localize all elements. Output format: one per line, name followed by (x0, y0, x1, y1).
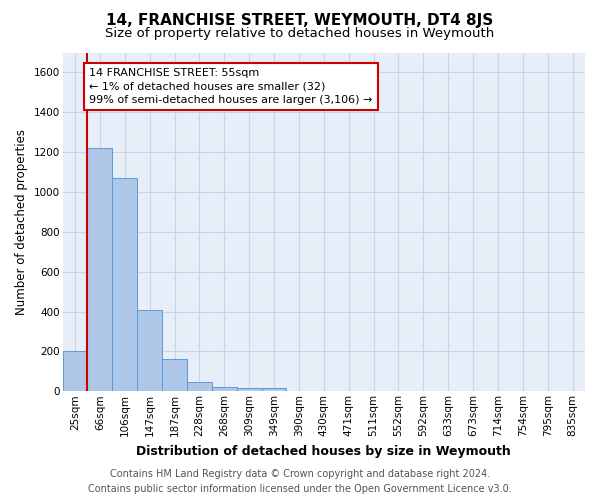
X-axis label: Distribution of detached houses by size in Weymouth: Distribution of detached houses by size … (136, 444, 511, 458)
Text: 14, FRANCHISE STREET, WEYMOUTH, DT4 8JS: 14, FRANCHISE STREET, WEYMOUTH, DT4 8JS (106, 12, 494, 28)
Bar (212, 387, 237, 392)
Bar (137, 310, 162, 392)
Text: 14 FRANCHISE STREET: 55sqm
← 1% of detached houses are smaller (32)
99% of semi-: 14 FRANCHISE STREET: 55sqm ← 1% of detac… (89, 68, 373, 105)
Y-axis label: Number of detached properties: Number of detached properties (15, 129, 28, 315)
Bar (88, 148, 112, 392)
Bar (237, 388, 262, 392)
Bar (112, 178, 137, 392)
Bar (62, 352, 88, 392)
Bar (187, 382, 212, 392)
Bar (262, 388, 286, 392)
Text: Contains HM Land Registry data © Crown copyright and database right 2024.
Contai: Contains HM Land Registry data © Crown c… (88, 469, 512, 494)
Text: Size of property relative to detached houses in Weymouth: Size of property relative to detached ho… (106, 28, 494, 40)
Bar (162, 360, 187, 392)
